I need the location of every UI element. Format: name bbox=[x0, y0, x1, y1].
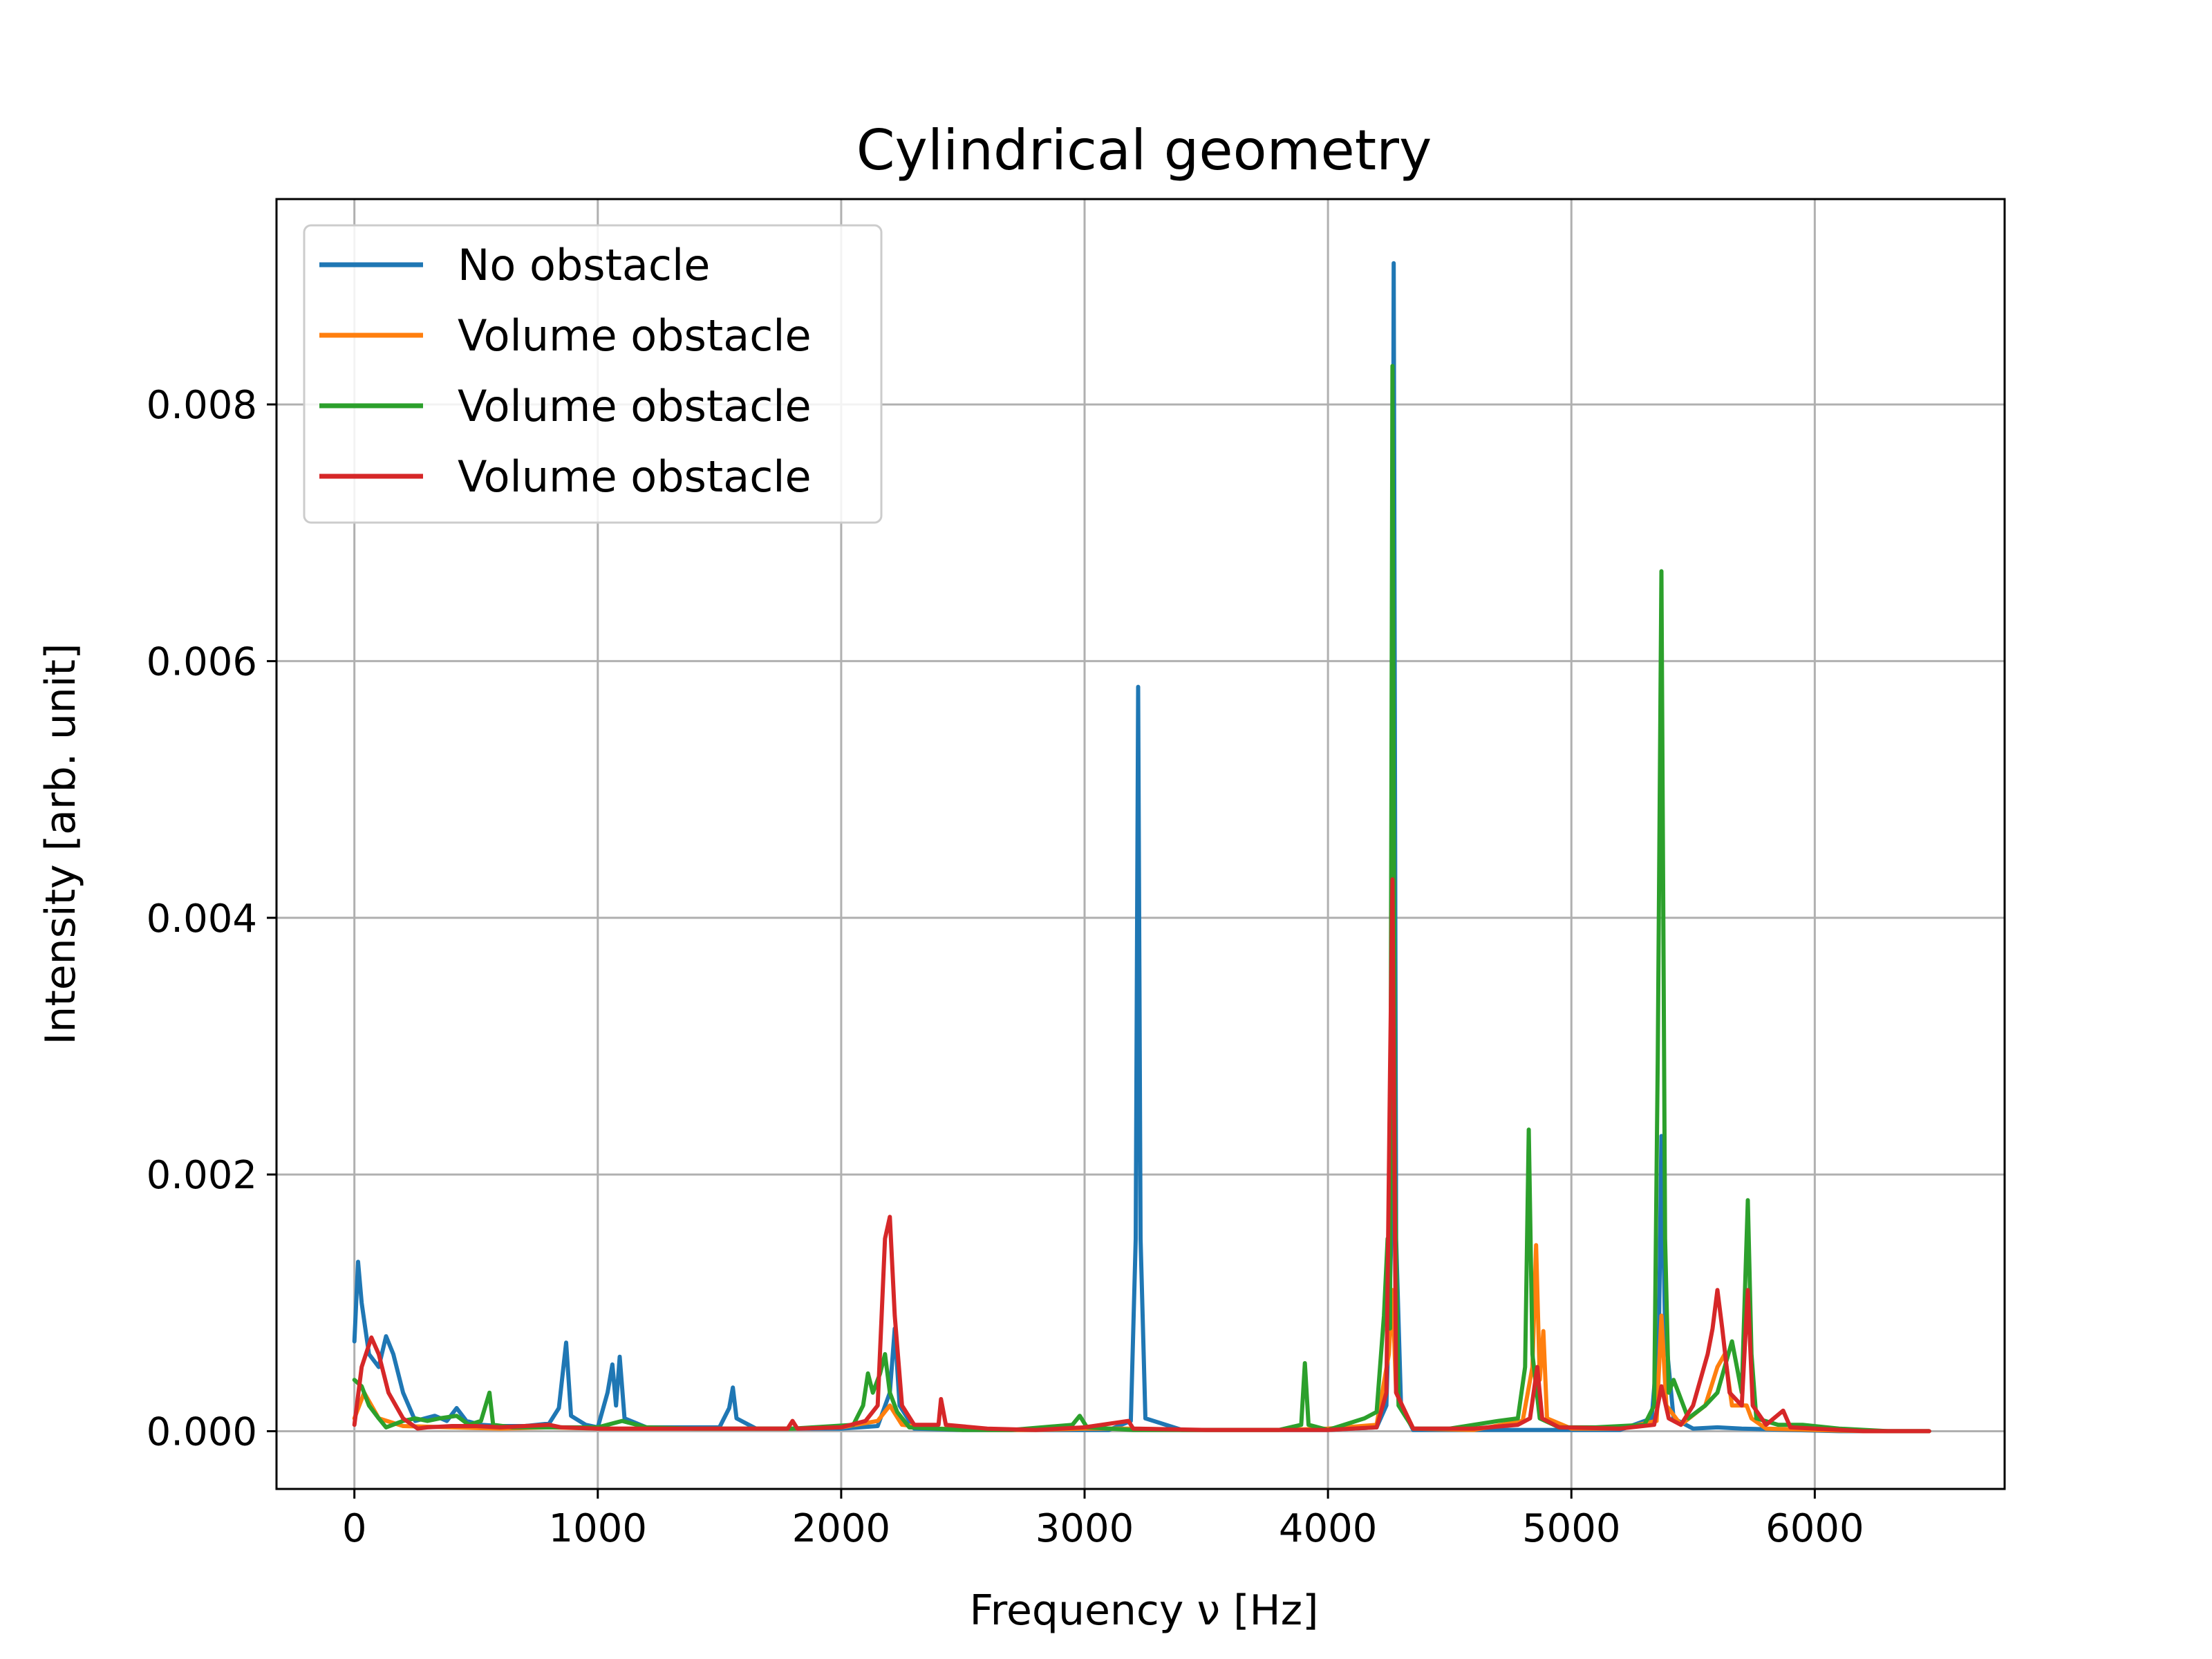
series-line-4 bbox=[352, 877, 1931, 1434]
y-tick-label: 0.002 bbox=[147, 1153, 257, 1198]
x-axis-label: Frequency ν [Hz] bbox=[969, 1586, 1318, 1635]
x-tick-label: 2000 bbox=[792, 1506, 891, 1551]
legend-label: Volume obstacle bbox=[458, 381, 812, 431]
legend-box bbox=[303, 224, 883, 524]
y-tick-label: 0.004 bbox=[147, 897, 257, 941]
x-tick-label: 4000 bbox=[1279, 1506, 1378, 1551]
x-tick-label: 3000 bbox=[1035, 1506, 1134, 1551]
x-tick-label: 6000 bbox=[1765, 1506, 1864, 1551]
y-axis-ticks: 0.000 0.002 0.004 0.006 0.008 bbox=[147, 383, 276, 1454]
y-axis-label: Intensity [arb. unit] bbox=[37, 644, 85, 1045]
legend-label: No obstacle bbox=[458, 240, 710, 290]
legend-label: Volume obstacle bbox=[458, 310, 812, 361]
plot-frame bbox=[275, 198, 2006, 1490]
x-tick-label: 0 bbox=[342, 1506, 367, 1551]
y-tick-label: 0.008 bbox=[147, 383, 257, 428]
y-tick-label: 0.006 bbox=[147, 639, 257, 684]
legend: No obstacle Volume obstacle Volume obstacl… bbox=[303, 224, 883, 524]
y-tick-label: 0.000 bbox=[147, 1409, 257, 1454]
x-tick-label: 5000 bbox=[1522, 1506, 1621, 1551]
x-tick-label: 1000 bbox=[549, 1506, 648, 1551]
legend-label: Volume obstacle bbox=[458, 451, 812, 502]
chart-title: Cylindrical geometry bbox=[856, 118, 1432, 182]
series-lines bbox=[352, 261, 1931, 1434]
x-axis-ticks: 0 1000 2000 3000 4000 5000 6000 bbox=[342, 1489, 1864, 1551]
